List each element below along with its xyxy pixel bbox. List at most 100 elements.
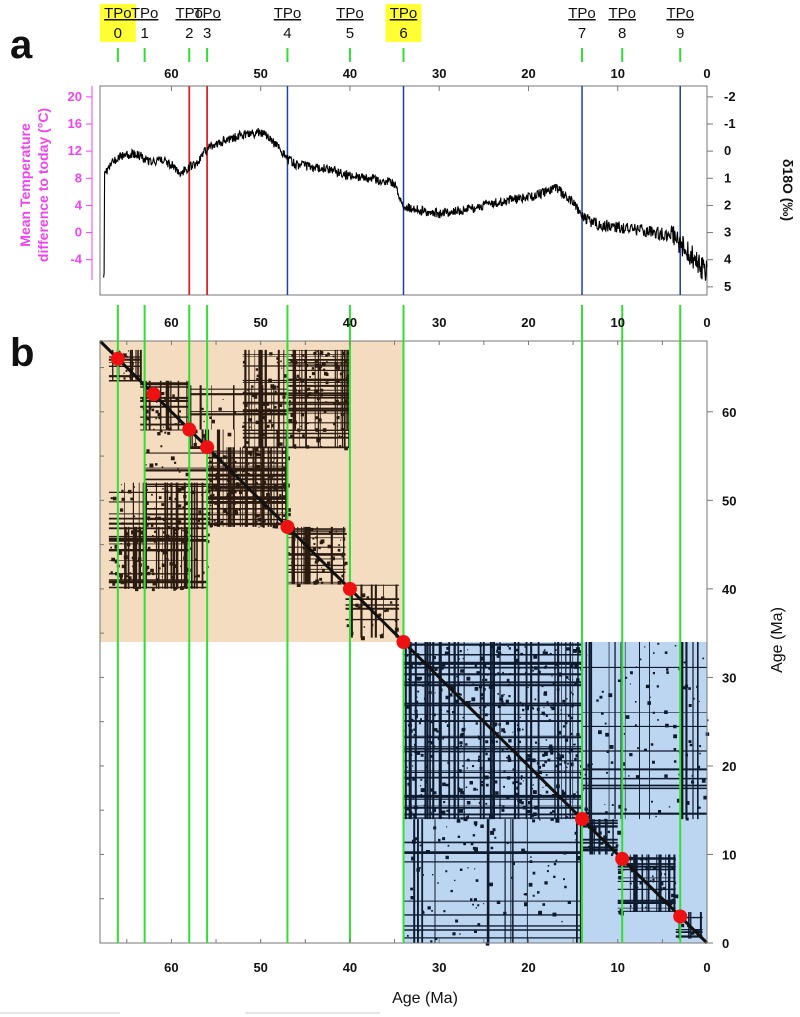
d18o-series-line	[103, 127, 708, 281]
d18o-tick-label-3: 3	[724, 225, 731, 240]
panel-b-y-axis-label: Age (Ma)	[769, 607, 786, 673]
temp-tick-label-12: 12	[68, 143, 82, 158]
rp-offblock-4	[144, 429, 291, 529]
b-bottom-tick-label-60: 60	[164, 960, 178, 975]
tp-tag-5: TPo	[336, 5, 364, 22]
tp-number-9: 9	[676, 25, 684, 42]
rp-offblock-7	[582, 642, 710, 822]
panel-b: 60 50 40 30 20 10 0 60 50 40 30 20 10 0 60 50 40 30 20 10…	[98, 305, 786, 1007]
temp-tick-label-0: 0	[75, 225, 82, 240]
rp-offblock-5	[189, 385, 288, 430]
rp-offblock-7-marks	[582, 642, 710, 822]
tp-number-1: 1	[140, 25, 148, 42]
panel-label-b: b	[10, 331, 34, 375]
marker-1	[146, 387, 161, 402]
tp-number-4: 4	[283, 25, 291, 42]
a-xtick-label-50: 50	[253, 66, 267, 81]
rp-offblock-1-marks	[242, 349, 351, 451]
marker-9	[673, 909, 688, 924]
a-xtick-label-40: 40	[343, 66, 357, 81]
rp-offblock-3	[287, 349, 351, 432]
panel-a-x-ticks: 60 50 40 30 20 10 0	[164, 66, 711, 91]
b-top-tick-label-40: 40	[343, 315, 357, 330]
temp-tick-label-16: 16	[68, 116, 82, 131]
b-bottom-tick-label-30: 30	[432, 960, 446, 975]
panel-b-top-ticks: 60 50 40 30 20 10 0	[126, 315, 711, 345]
rp-offblock-4-marks	[144, 429, 291, 529]
tp-tag-7: TPo	[568, 5, 596, 22]
rp-offblock-1	[242, 349, 351, 451]
tp-tag-1: TPo	[131, 5, 159, 22]
tp-number-3: 3	[203, 25, 211, 42]
b-bottom-tick-label-10: 10	[611, 960, 625, 975]
a-xtick-label-0: 0	[703, 66, 710, 81]
marker-8	[615, 851, 630, 866]
panel-b-x-axis-label: Age (Ma)	[392, 990, 458, 1007]
b-ytick-label-10: 10	[722, 847, 736, 862]
marker-6	[396, 635, 411, 649]
temperature-axis-label-2: difference to today (°C)	[35, 108, 51, 262]
marker-0	[110, 351, 125, 366]
d18o-tick-label--2: -2	[724, 89, 736, 104]
b-ytick-label-30: 30	[722, 670, 736, 685]
a-xtick-label-60: 60	[164, 66, 178, 81]
b-top-tick-label-10: 10	[611, 315, 625, 330]
recurrence-plot	[98, 339, 710, 946]
b-ytick-label-40: 40	[722, 582, 736, 597]
d18o-tick-label-4: 4	[724, 252, 732, 267]
panel-a-d18o-ticks: -2 -1 0 1 2 3 4 5	[707, 89, 736, 294]
rp-block-2	[189, 429, 210, 449]
a-xtick-label-20: 20	[521, 66, 535, 81]
marker-7	[575, 812, 590, 827]
b-top-tick-label-0: 0	[703, 315, 710, 330]
tp-tag-3: TPo	[193, 5, 221, 22]
tp-tag-9: TPo	[666, 5, 694, 22]
panel-b-bottom-ticks: 60 50 40 30 20 10 0	[126, 939, 711, 975]
tp-number-8: 8	[618, 25, 626, 42]
tp-number-6: 6	[399, 25, 407, 42]
rp-block-2-marks	[189, 429, 210, 449]
rp-offblock-2	[108, 526, 191, 592]
b-top-tick-label-20: 20	[521, 315, 535, 330]
b-ytick-label-20: 20	[722, 759, 736, 774]
d18o-tick-label-0: 0	[724, 143, 731, 158]
tp-number-7: 7	[578, 25, 586, 42]
tp-highlight-0	[99, 4, 136, 42]
temp-tick-label-20: 20	[68, 89, 82, 104]
rp-offblock-2-marks	[108, 526, 191, 592]
marker-5	[342, 581, 357, 596]
temp-tick-label-4: 4	[75, 197, 83, 212]
marker-3	[200, 440, 215, 455]
tp-tag-8: TPo	[608, 5, 636, 22]
rp-offblock-3-marks	[287, 349, 351, 432]
b-bottom-tick-label-50: 50	[253, 960, 267, 975]
temp-tick-label--4: -4	[70, 252, 82, 267]
tp-tag-0: TPo	[104, 5, 132, 22]
panel-b-y-ticks: 60 50 40 30 20 10 0	[100, 367, 736, 951]
transition-markers	[110, 351, 688, 924]
temperature-axis-label-1: Mean Temperature	[17, 123, 33, 247]
d18o-tick-label-2: 2	[724, 197, 731, 212]
b-top-tick-label-30: 30	[432, 315, 446, 330]
a-xtick-label-10: 10	[611, 66, 625, 81]
rp-offblock-6	[403, 819, 583, 946]
b-top-tick-label-50: 50	[253, 315, 267, 330]
tp-tag-2: TPo	[176, 5, 204, 22]
tp-number-0: 0	[114, 25, 122, 42]
b-ytick-label-60: 60	[722, 405, 736, 420]
b-bottom-tick-label-40: 40	[343, 960, 357, 975]
tp-highlight-6	[385, 4, 422, 42]
panel-label-a: a	[10, 23, 33, 67]
d18o-axis-label: δ18O (‰)	[780, 159, 796, 221]
panel-a-temperature-ticks: 20 16 12 8 4 0 -4	[68, 89, 92, 267]
panel-a-transition-lines	[188, 86, 681, 295]
a-xtick-label-30: 30	[432, 66, 446, 81]
marker-4	[280, 519, 295, 534]
rp-offblock-6-marks	[403, 819, 583, 946]
b-ytick-label-50: 50	[722, 493, 736, 508]
tp-number-5: 5	[346, 25, 354, 42]
tp-number-2: 2	[185, 25, 193, 42]
rp-offblock-5-marks	[189, 385, 288, 430]
